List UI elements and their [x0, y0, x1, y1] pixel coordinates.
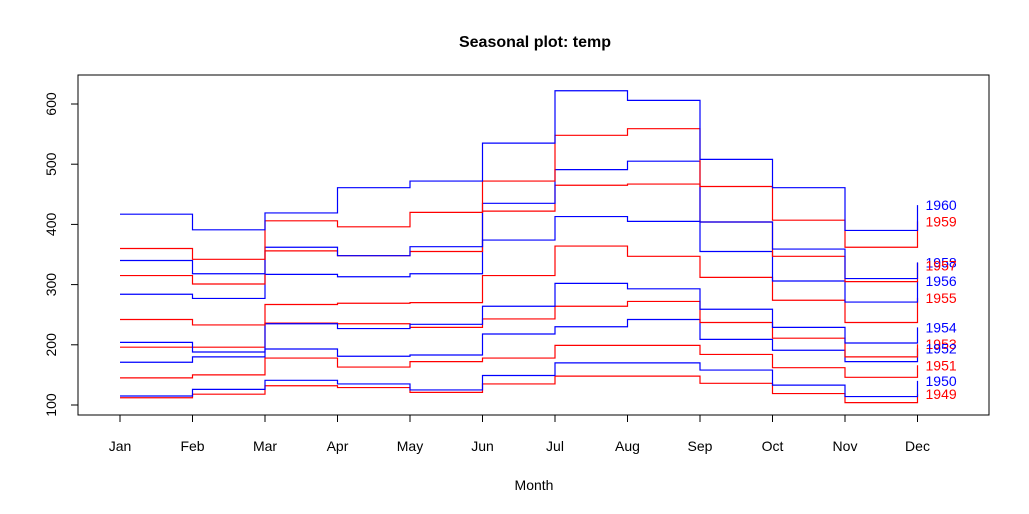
y-axis: 100 200 300 400 500 600: [43, 92, 79, 417]
series-line-1955: [120, 245, 919, 326]
series-line-1951: [120, 344, 919, 379]
x-tick-label: Nov: [833, 438, 858, 454]
x-tick-label: May: [397, 438, 423, 454]
x-axis-label: Month: [515, 477, 554, 493]
chart-title: Seasonal plot: temp: [459, 34, 611, 51]
x-tick-label: Sep: [688, 438, 713, 454]
plot-frame: [77, 74, 990, 416]
x-tick-label: Feb: [180, 438, 204, 454]
series-label-1960: 1960: [926, 197, 957, 213]
series-lines: [120, 90, 919, 404]
series-label-1959: 1959: [926, 213, 957, 229]
series-line-1959: [120, 128, 919, 260]
x-tick-label: Apr: [327, 438, 349, 454]
series-label-1950: 1950: [926, 373, 957, 389]
y-tick-label: 500: [43, 152, 59, 176]
x-tick-label: Jun: [471, 438, 494, 454]
y-tick-label: 200: [43, 333, 59, 357]
series-label-1951: 1951: [926, 357, 957, 373]
series-line-1953: [120, 300, 919, 358]
series-line-1954: [120, 282, 919, 353]
series-line-1949: [120, 375, 919, 404]
y-tick-label: 600: [43, 92, 59, 116]
series-line-1960: [120, 90, 919, 232]
series-label-1956: 1956: [926, 273, 957, 289]
y-tick-label: 100: [43, 393, 59, 417]
series-label-1955: 1955: [926, 290, 957, 306]
series-label-1949: 1949: [926, 386, 957, 402]
series-line-1950: [120, 362, 919, 398]
y-tick-label: 400: [43, 213, 59, 237]
series-line-1952: [120, 318, 919, 363]
series-label-1953: 1953: [926, 336, 957, 352]
x-tick-label: Aug: [615, 438, 640, 454]
x-tick-label: Mar: [253, 438, 277, 454]
y-tick-label: 300: [43, 273, 59, 297]
series-label-1957: 1957: [926, 257, 957, 273]
x-tick-label: Dec: [905, 438, 930, 454]
x-tick-label: Oct: [762, 438, 784, 454]
series-line-1957: [120, 183, 919, 285]
series-label-1952: 1952: [926, 340, 957, 356]
series-label-1954: 1954: [926, 319, 957, 335]
x-tick-label: Jul: [546, 438, 564, 454]
x-axis: Jan Feb Mar Apr May Jun Jul Aug Sep Oct Nov Dec: [109, 414, 930, 454]
series-label-1958: 1958: [926, 254, 957, 270]
x-tick-label: Jan: [109, 438, 132, 454]
